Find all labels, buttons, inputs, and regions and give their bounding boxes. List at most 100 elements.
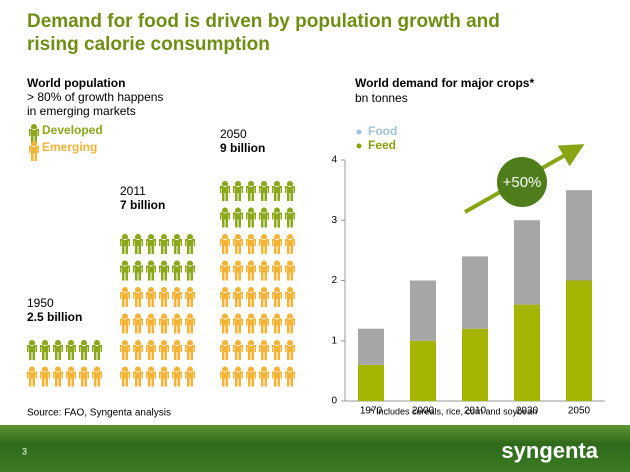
y-tick-label: 2 — [331, 275, 337, 286]
person-icon — [29, 124, 39, 144]
x-tick-label: 2050 — [568, 406, 591, 417]
logo: syngenta — [501, 438, 598, 463]
bar-segment — [410, 280, 436, 341]
person-icon — [120, 287, 130, 307]
person-icon — [285, 313, 295, 334]
bar-segment — [410, 340, 436, 401]
person-icon — [259, 260, 269, 281]
bar-segment — [462, 256, 488, 329]
x-tick-label: 2030 — [516, 406, 539, 417]
person-icon — [27, 340, 37, 360]
x-tick-label: 2010 — [464, 406, 487, 417]
person-icon — [285, 181, 295, 201]
bar-segment — [566, 280, 592, 401]
person-icon — [159, 287, 169, 307]
chart-subtitle: bn tonnes — [355, 91, 408, 105]
pictogram — [27, 124, 295, 387]
person-icon — [172, 313, 182, 334]
person-icon — [233, 234, 243, 254]
person-icon — [120, 366, 130, 387]
person-icon — [172, 260, 182, 281]
person-icon — [133, 313, 143, 334]
person-icon — [259, 366, 269, 387]
person-icon — [79, 340, 89, 360]
source: Source: FAO, Syngenta analysis — [27, 408, 171, 419]
person-icon — [259, 340, 269, 360]
footer — [0, 425, 630, 472]
person-icon — [53, 366, 63, 387]
annotation-badge — [497, 157, 547, 207]
person-icon — [259, 234, 269, 254]
person-icon — [66, 366, 76, 387]
person-icon — [146, 234, 156, 254]
person-icon — [233, 340, 243, 360]
person-icon — [233, 181, 243, 201]
person-icon — [172, 366, 182, 387]
person-icon — [233, 287, 243, 307]
person-icon — [272, 234, 282, 254]
person-icon — [159, 260, 169, 281]
y-tick-label: 3 — [331, 215, 337, 226]
slide-title: Demand for food is driven by population … — [27, 11, 500, 55]
person-icon — [185, 234, 195, 254]
footnote: * Includes cereals, rice, corn and soybe… — [370, 406, 537, 416]
person-icon — [159, 313, 169, 334]
bar-segment — [514, 304, 540, 401]
x-tick-label: 2000 — [412, 406, 435, 417]
person-icon — [259, 313, 269, 334]
person-icon — [259, 181, 269, 201]
group-amount: 7 billion — [120, 198, 165, 212]
person-icon — [272, 207, 282, 228]
person-icon — [285, 207, 295, 228]
person-icon — [220, 207, 230, 228]
chart-title: World demand for major crops* — [355, 76, 534, 90]
person-icon — [40, 366, 50, 387]
person-icon — [285, 260, 295, 281]
person-icon — [233, 207, 243, 228]
person-icon — [220, 313, 230, 334]
bar-segment — [462, 328, 488, 401]
person-icon — [259, 287, 269, 307]
person-icon — [246, 340, 256, 360]
person-icon — [185, 340, 195, 360]
bar-segment — [358, 328, 384, 365]
person-icon — [120, 340, 130, 360]
person-icon — [220, 181, 230, 201]
bar-segment — [514, 220, 540, 305]
person-icon — [79, 366, 89, 387]
y-tick-label: 0 — [331, 396, 337, 407]
person-icon — [146, 260, 156, 281]
person-icon — [220, 366, 230, 387]
group-year: 2050 — [220, 127, 247, 141]
person-icon — [285, 287, 295, 307]
person-icon — [220, 287, 230, 307]
person-icon — [146, 287, 156, 307]
group-amount: 2.5 billion — [27, 310, 82, 324]
legend-label: Food — [368, 124, 397, 138]
legend-marker — [356, 129, 362, 135]
person-icon — [133, 340, 143, 360]
person-icon — [272, 260, 282, 281]
person-icon — [220, 340, 230, 360]
person-icon — [272, 366, 282, 387]
person-icon — [159, 366, 169, 387]
person-icon — [233, 366, 243, 387]
person-icon — [185, 366, 195, 387]
person-icon — [285, 340, 295, 360]
legend-label: Emerging — [42, 140, 97, 154]
person-icon — [29, 141, 39, 161]
person-icon — [246, 260, 256, 281]
person-icon — [27, 366, 37, 387]
person-icon — [246, 207, 256, 228]
person-icon — [185, 287, 195, 307]
person-icon — [246, 366, 256, 387]
bar-segment — [566, 190, 592, 281]
person-icon — [272, 181, 282, 201]
person-icon — [92, 340, 102, 360]
person-icon — [120, 260, 130, 281]
population-heading: World population — [27, 76, 125, 90]
population-subheading: in emerging markets — [27, 104, 136, 118]
person-icon — [246, 181, 256, 201]
